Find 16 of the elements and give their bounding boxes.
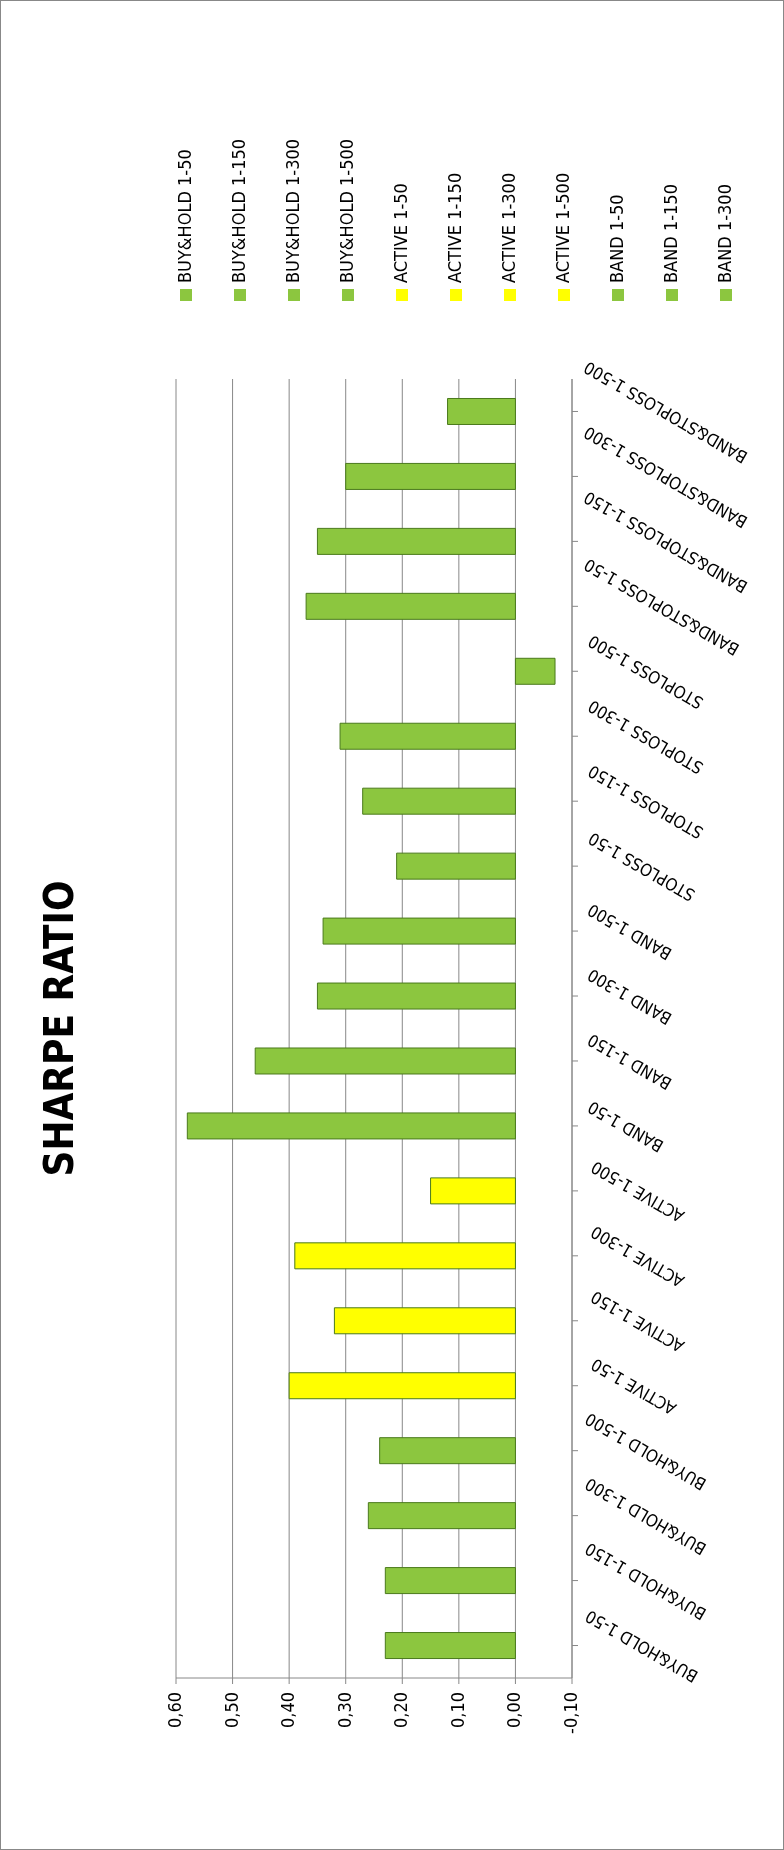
category-label: ACTIVE 1-50 [390, 183, 411, 283]
x-tick-label: 0,40 [277, 1692, 299, 1729]
x-tick-label: 0,00 [503, 1692, 525, 1729]
x-tick-label: 0,10 [446, 1692, 468, 1729]
category-label: ACTIVE 1-150 [444, 172, 465, 283]
x-tick-label: 0,50 [220, 1692, 242, 1729]
x-tick-label: 0,60 [164, 1692, 185, 1729]
x-tick-label: 0,20 [390, 1692, 412, 1729]
category-label: BUY&HOLD 1-150 [228, 138, 249, 283]
category-label: ACTIVE 1-300 [498, 172, 519, 283]
category-label: BUY&HOLD 1-300 [282, 138, 303, 283]
x-tick-label: 0,30 [333, 1692, 355, 1729]
category-label: BUY&HOLD 1-500 [336, 138, 357, 283]
x-tick-label: -0,10 [560, 1692, 581, 1734]
category-label: BUY&HOLD 1-50 [174, 149, 195, 283]
text: SHARPE RATIO [36, 880, 82, 1177]
